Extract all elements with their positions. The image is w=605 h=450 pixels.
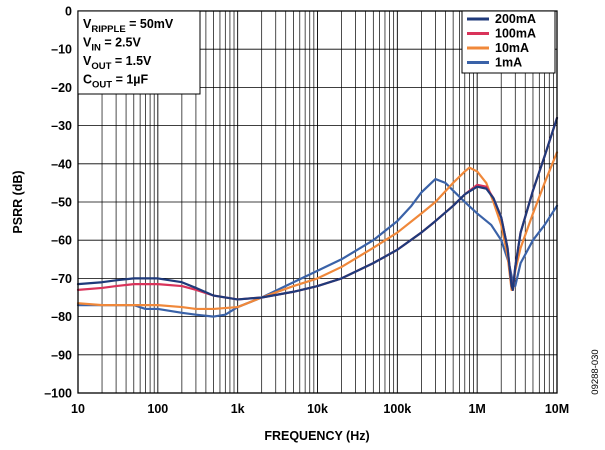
y-tick-label: –50 bbox=[51, 196, 72, 210]
y-tick-label: –30 bbox=[51, 119, 72, 133]
y-axis-title: PSRR (dB) bbox=[11, 170, 25, 233]
y-tick-label: –80 bbox=[51, 310, 72, 324]
x-tick-label: 100 bbox=[147, 402, 168, 416]
y-tick-label: –90 bbox=[51, 348, 72, 362]
x-tick-label: 100k bbox=[383, 402, 411, 416]
figure-id: 09288-030 bbox=[590, 349, 601, 394]
legend-label: 10mA bbox=[495, 41, 529, 55]
x-tick-label: 1M bbox=[468, 402, 485, 416]
y-tick-label: –10 bbox=[51, 43, 72, 57]
legend-label: 100mA bbox=[495, 27, 536, 41]
y-tick-label: –60 bbox=[51, 234, 72, 248]
x-tick-label: 1k bbox=[231, 402, 245, 416]
y-tick-label: 0 bbox=[65, 5, 72, 19]
x-tick-labels: 10 100 1k 10k 100k 1M 10M bbox=[71, 402, 569, 416]
y-tick-label: –100 bbox=[44, 387, 72, 401]
y-tick-label: –40 bbox=[51, 157, 72, 171]
x-tick-label: 10M bbox=[545, 402, 569, 416]
legend-label: 200mA bbox=[495, 12, 536, 26]
x-tick-label: 10k bbox=[307, 402, 328, 416]
y-tick-label: –20 bbox=[51, 81, 72, 95]
legend-label: 1mA bbox=[495, 56, 522, 70]
x-tick-label: 10 bbox=[71, 402, 85, 416]
y-tick-labels: 0 –10 –20 –30 –40 –50 –60 –70 –80 –90 –100 bbox=[44, 5, 72, 401]
x-axis-title: FREQUENCY (Hz) bbox=[264, 429, 369, 443]
y-tick-label: –70 bbox=[51, 272, 72, 286]
